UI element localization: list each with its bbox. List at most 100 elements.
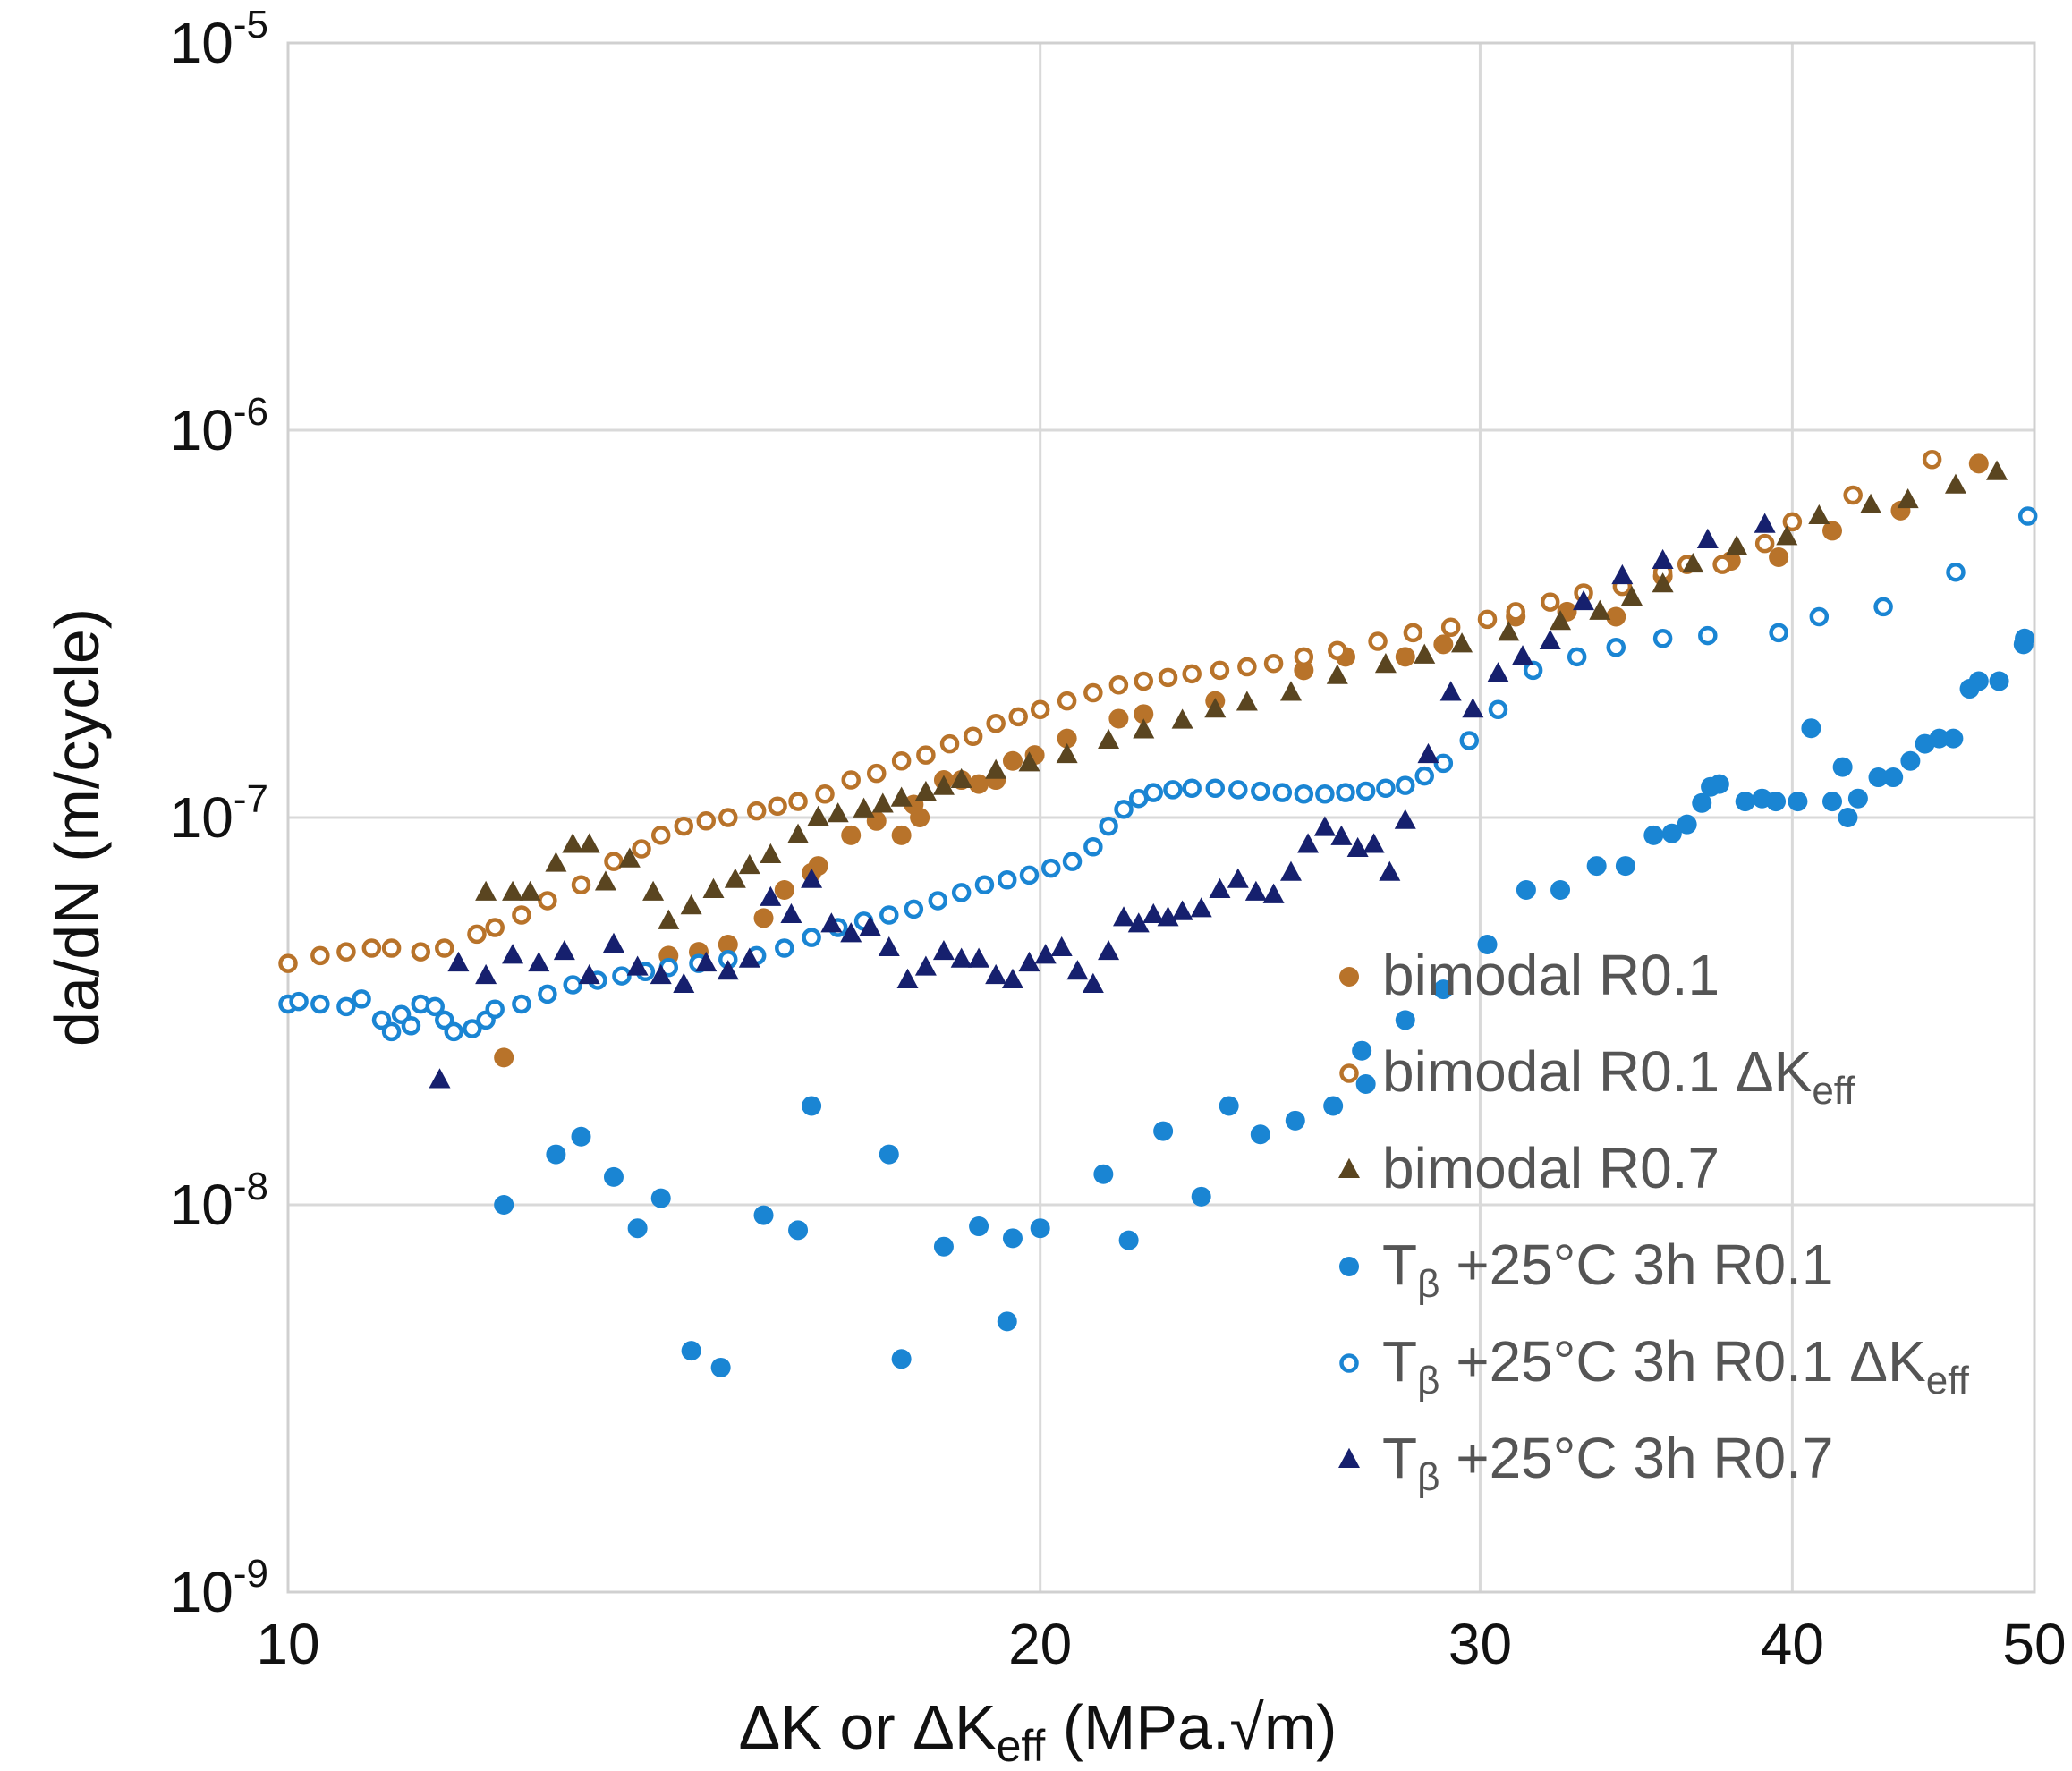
data-point bbox=[278, 953, 298, 973]
data-point bbox=[381, 1021, 402, 1042]
data-point bbox=[1134, 704, 1154, 724]
data-point bbox=[916, 745, 936, 765]
data-point bbox=[820, 912, 843, 933]
data-point bbox=[336, 942, 356, 962]
data-point bbox=[933, 1236, 954, 1257]
data-point bbox=[1512, 645, 1534, 665]
data-point bbox=[650, 826, 671, 845]
data-point bbox=[985, 758, 1007, 779]
data-point bbox=[1487, 662, 1509, 682]
data-point bbox=[1056, 742, 1078, 764]
data-point bbox=[578, 963, 600, 985]
data-point bbox=[753, 908, 774, 928]
data-point bbox=[494, 1047, 514, 1068]
series-3 bbox=[494, 628, 2035, 1377]
data-point bbox=[553, 939, 575, 961]
data-point bbox=[1396, 775, 1415, 795]
data-point bbox=[502, 880, 524, 901]
data-point bbox=[1205, 778, 1226, 799]
legend-item: bimodal R0.7 bbox=[1338, 1136, 1720, 1200]
data-point bbox=[1127, 912, 1150, 933]
data-point bbox=[642, 880, 665, 901]
x-tick-label: 10 bbox=[256, 1612, 319, 1676]
data-point bbox=[1769, 623, 1788, 643]
data-point bbox=[594, 870, 616, 891]
data-point bbox=[841, 770, 861, 790]
data-point bbox=[1414, 766, 1434, 786]
data-point bbox=[310, 994, 330, 1014]
plot-area-frame bbox=[286, 41, 2036, 1594]
data-point bbox=[1782, 512, 1803, 532]
data-point bbox=[1163, 780, 1183, 800]
data-point bbox=[1395, 1010, 1415, 1030]
data-point bbox=[760, 843, 782, 863]
data-point bbox=[1209, 877, 1231, 899]
data-point bbox=[447, 951, 470, 972]
data-point bbox=[932, 939, 955, 961]
data-point bbox=[578, 833, 600, 853]
data-point bbox=[1822, 792, 1843, 812]
data-point bbox=[802, 1096, 822, 1116]
data-point bbox=[1363, 833, 1385, 853]
data-point bbox=[1019, 865, 1040, 886]
data-point bbox=[1190, 897, 1212, 918]
data-point bbox=[1922, 450, 1942, 470]
data-point bbox=[1606, 606, 1626, 627]
data-point bbox=[738, 947, 760, 968]
x-axis-ticks: 10 20 30 40 50 bbox=[256, 1612, 2066, 1676]
data-point bbox=[1285, 1110, 1305, 1131]
data-point bbox=[1153, 1121, 1174, 1141]
data-point bbox=[1506, 602, 1525, 622]
data-point bbox=[807, 805, 829, 826]
data-point bbox=[1989, 671, 2009, 691]
data-point bbox=[1062, 852, 1083, 871]
data-point bbox=[997, 1311, 1017, 1332]
data-point bbox=[718, 934, 738, 954]
data-point bbox=[1788, 792, 1808, 812]
data-point bbox=[840, 922, 862, 943]
data-point bbox=[827, 802, 849, 823]
data-point bbox=[1057, 728, 1077, 749]
data-point bbox=[336, 996, 356, 1017]
data-point bbox=[1809, 606, 1830, 627]
data-point bbox=[352, 989, 371, 1009]
data-point bbox=[914, 955, 937, 976]
data-point bbox=[1034, 944, 1057, 964]
data-point bbox=[1002, 750, 1023, 771]
legend-marker bbox=[1339, 1063, 1359, 1083]
data-point bbox=[435, 938, 454, 958]
data-point bbox=[891, 825, 912, 845]
data-point bbox=[1709, 774, 1729, 794]
data-point bbox=[1451, 632, 1473, 653]
data-point bbox=[950, 947, 972, 968]
data-point bbox=[1696, 528, 1719, 548]
data-point bbox=[650, 963, 672, 985]
data-point bbox=[618, 847, 641, 868]
data-point bbox=[1158, 667, 1178, 688]
data-point bbox=[1868, 767, 1889, 788]
data-point bbox=[997, 870, 1017, 890]
data-point bbox=[896, 968, 919, 988]
data-point bbox=[951, 883, 972, 902]
data-point bbox=[1108, 674, 1129, 695]
data-point bbox=[1439, 681, 1462, 701]
data-point bbox=[502, 944, 524, 964]
data-point bbox=[475, 963, 497, 985]
data-point bbox=[673, 972, 695, 993]
data-point bbox=[494, 1195, 514, 1215]
data-point bbox=[1573, 589, 1595, 611]
data-point bbox=[538, 891, 557, 911]
data-point bbox=[674, 816, 694, 836]
legend-item: bimodal R0.1 ΔKeff bbox=[1339, 1039, 1855, 1113]
data-point bbox=[787, 823, 810, 843]
data-point bbox=[1652, 629, 1673, 648]
data-point bbox=[1352, 1040, 1372, 1061]
data-point bbox=[1539, 629, 1561, 650]
data-point bbox=[910, 808, 930, 827]
data-point bbox=[1018, 951, 1040, 972]
data-point bbox=[1615, 856, 1635, 877]
legend-marker bbox=[1339, 1257, 1359, 1276]
data-point bbox=[310, 945, 330, 966]
data-point bbox=[1643, 825, 1664, 845]
data-point bbox=[538, 984, 557, 1004]
